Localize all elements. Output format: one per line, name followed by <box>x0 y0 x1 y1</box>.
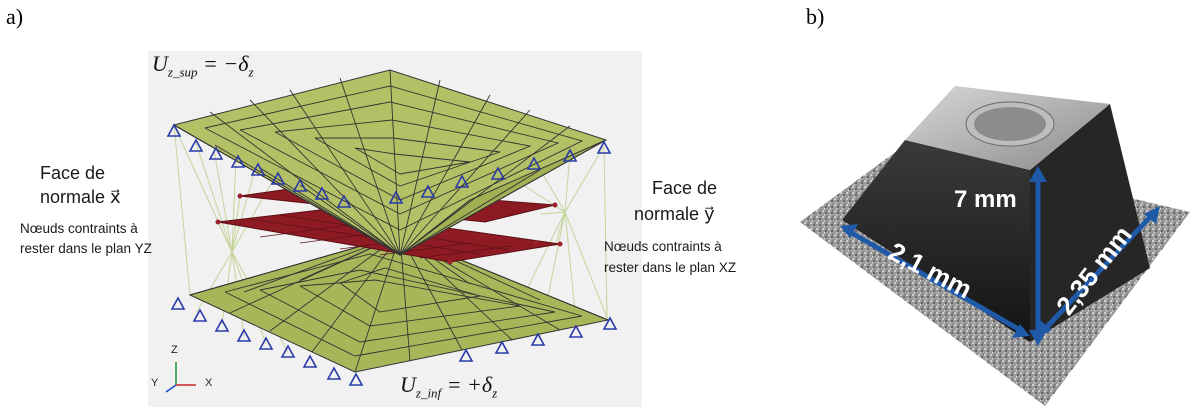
fe-model-drawing <box>165 69 618 393</box>
axis-x-label: X <box>205 377 213 389</box>
bottom-formula-subscript: z_inf <box>415 385 442 401</box>
bottom-formula-rhs: = +δ <box>441 372 493 397</box>
panel-b-label: b) <box>806 4 825 29</box>
dimension-height-label: 7 mm <box>954 186 1017 213</box>
right-face-note-2: rester dans le plan XZ <box>604 260 737 275</box>
specimen-right-face <box>1030 104 1150 342</box>
dimension-arrows <box>840 166 1160 346</box>
red-plate-nodes <box>215 193 563 265</box>
right-face-title-1: Face de <box>652 178 718 198</box>
top-formula-rhs-subscript: z <box>248 64 254 80</box>
right-face-title-2: normale y⃗ <box>634 204 715 224</box>
upper-pyramid-mesh <box>173 69 607 256</box>
top-displacement-formula: Uz_sup = −δz <box>152 51 254 80</box>
bottom-formula-rhs-subscript: z <box>492 385 498 401</box>
top-formula-rhs: = −δ <box>197 51 249 76</box>
left-face-note-1: Nœuds contraints à <box>20 221 138 236</box>
panel-a-label: a) <box>6 4 24 29</box>
top-formula-symbol: U <box>152 51 168 76</box>
axis-y-label: Y <box>151 377 159 389</box>
specimen-front-face <box>842 140 1030 342</box>
lower-pyramid-front <box>188 234 610 373</box>
left-face-title-1: Face de <box>40 163 106 183</box>
bottom-displacement-formula: Uz_inf = +δz <box>400 372 497 401</box>
left-face-title-2: normale x⃗ <box>40 187 121 207</box>
left-face-note-2: rester dans le plan YZ <box>20 241 152 256</box>
axis-triad <box>165 362 196 393</box>
top-formula-subscript: z_sup <box>167 64 198 80</box>
constraint-triangles <box>166 123 618 386</box>
axis-z-label: Z <box>171 344 178 356</box>
bottom-formula-symbol: U <box>400 372 416 397</box>
right-face-note-1: Nœuds contraints à <box>604 239 722 254</box>
specimen-photo <box>800 86 1190 406</box>
